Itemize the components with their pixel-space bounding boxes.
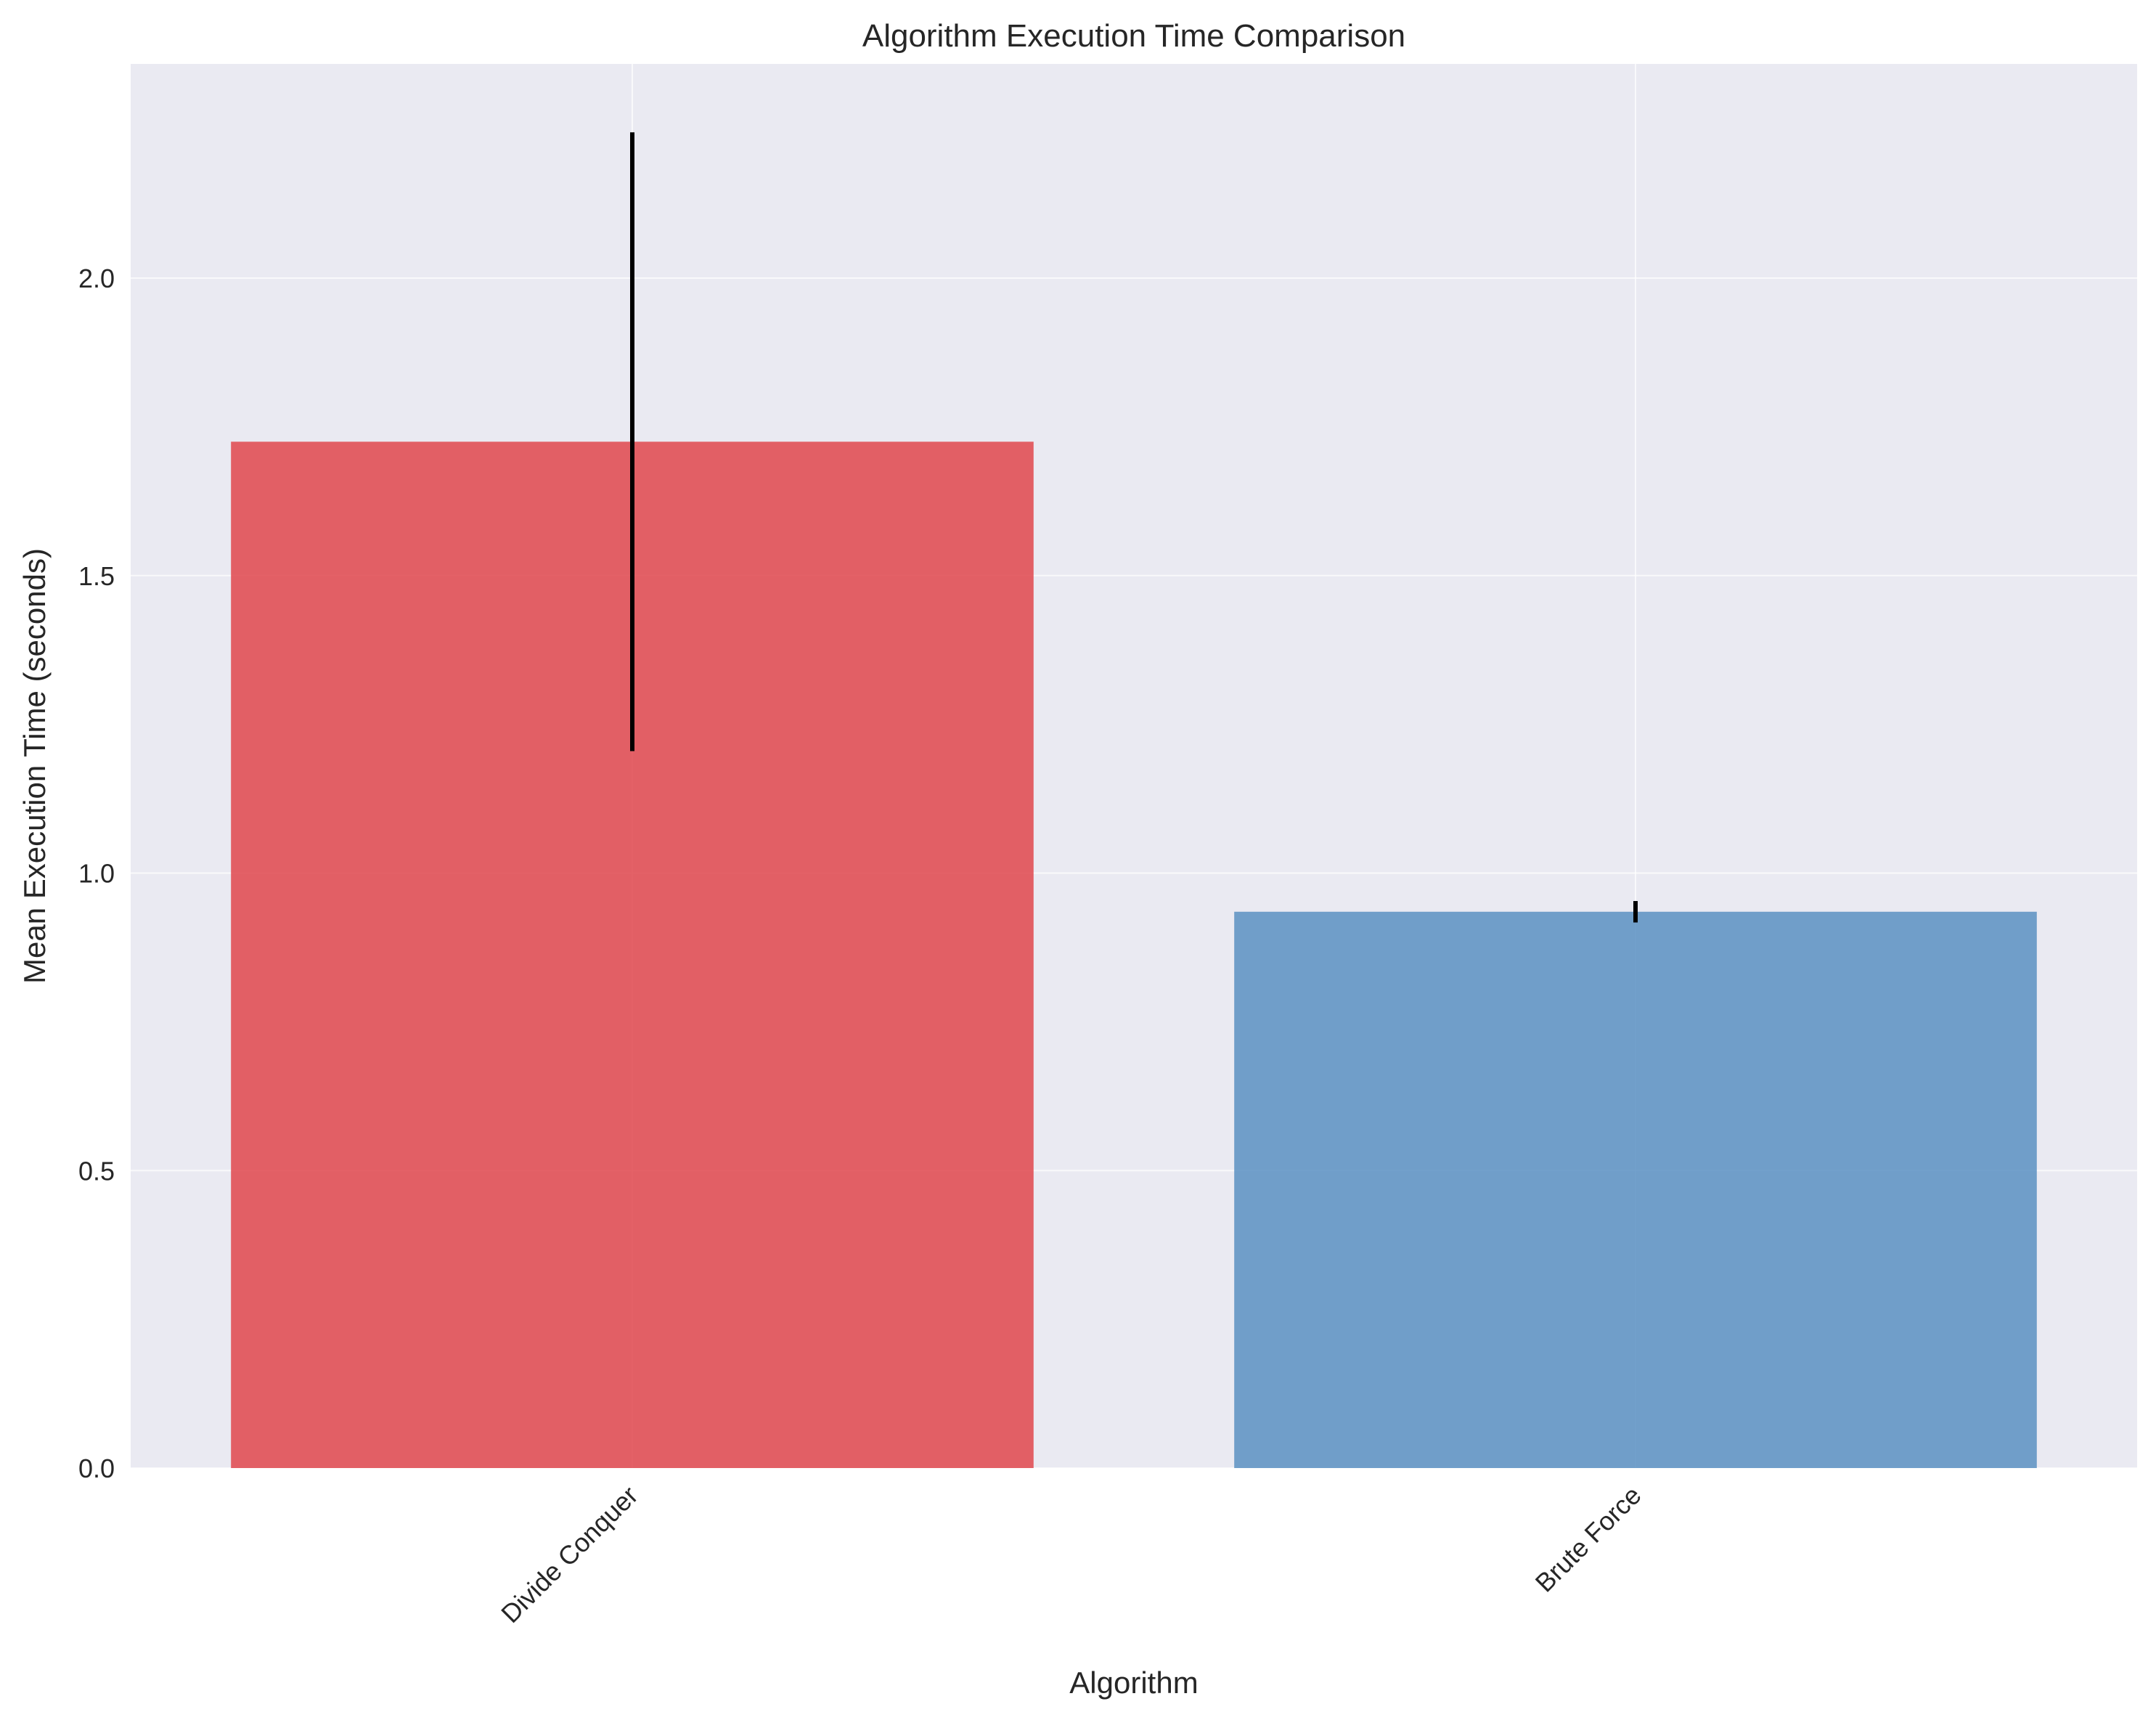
bar-brute-force bbox=[1234, 911, 2037, 1468]
y-tick-label: 0.0 bbox=[78, 1454, 115, 1483]
x-axis-label: Algorithm bbox=[1069, 1666, 1198, 1700]
y-tick-label: 1.0 bbox=[78, 859, 115, 889]
y-axis-ticks: 0.0 0.5 1.0 1.5 2.0 bbox=[78, 264, 115, 1483]
y-tick-label: 0.5 bbox=[78, 1156, 115, 1186]
y-axis-label: Mean Execution Time (seconds) bbox=[17, 548, 52, 984]
x-tick-label: Divide Conquer bbox=[495, 1480, 643, 1629]
y-tick-label: 2.0 bbox=[78, 264, 115, 293]
chart-title: Algorithm Execution Time Comparison bbox=[862, 18, 1405, 54]
y-tick-label: 1.5 bbox=[78, 561, 115, 591]
error-bars-group bbox=[630, 132, 1638, 923]
x-tick-label: Brute Force bbox=[1530, 1480, 1647, 1598]
x-axis-ticks: Divide Conquer Brute Force bbox=[495, 1480, 1646, 1629]
